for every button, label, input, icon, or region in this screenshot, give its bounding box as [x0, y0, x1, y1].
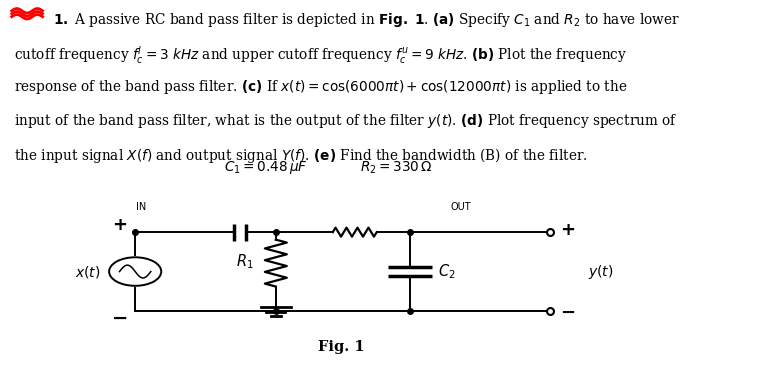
Text: $R_1$: $R_1$ — [237, 252, 254, 271]
Text: $x(t)$: $x(t)$ — [75, 263, 101, 280]
Text: +: + — [561, 221, 575, 239]
Text: Fig. 1: Fig. 1 — [318, 340, 364, 354]
Text: $R_2 = 330\,\Omega$: $R_2 = 330\,\Omega$ — [359, 160, 432, 176]
Text: IN: IN — [135, 201, 146, 212]
Text: +: + — [113, 216, 127, 234]
Text: input of the band pass filter, what is the output of the filter $y(t)$. $\mathbf: input of the band pass filter, what is t… — [14, 112, 677, 130]
Text: the input signal $X(f)$ and output signal $Y(f)$. $\mathbf{(e)}$ Find the bandwi: the input signal $X(f)$ and output signa… — [14, 146, 588, 165]
Text: response of the band pass filter. $\mathbf{(c)}$ If $x(t) = \cos(6000\pi t) + \c: response of the band pass filter. $\math… — [14, 78, 627, 96]
Text: $C_2$: $C_2$ — [439, 262, 456, 281]
Text: $\mathbf{1.}$ A passive RC band pass filter is depicted in $\mathbf{Fig.\ 1}$. $: $\mathbf{1.}$ A passive RC band pass fil… — [53, 11, 680, 29]
Text: $y(t)$: $y(t)$ — [588, 263, 614, 280]
Text: $C_1 = 0.48\,\mu F$: $C_1 = 0.48\,\mu F$ — [223, 159, 307, 176]
Text: cutoff frequency $f_c^l = 3\ kHz$ and upper cutoff frequency $f_c^u = 9\ kHz$. $: cutoff frequency $f_c^l = 3\ kHz$ and up… — [14, 45, 627, 67]
Text: −: − — [112, 309, 128, 328]
Text: −: − — [561, 304, 576, 322]
Text: OUT: OUT — [451, 201, 472, 212]
